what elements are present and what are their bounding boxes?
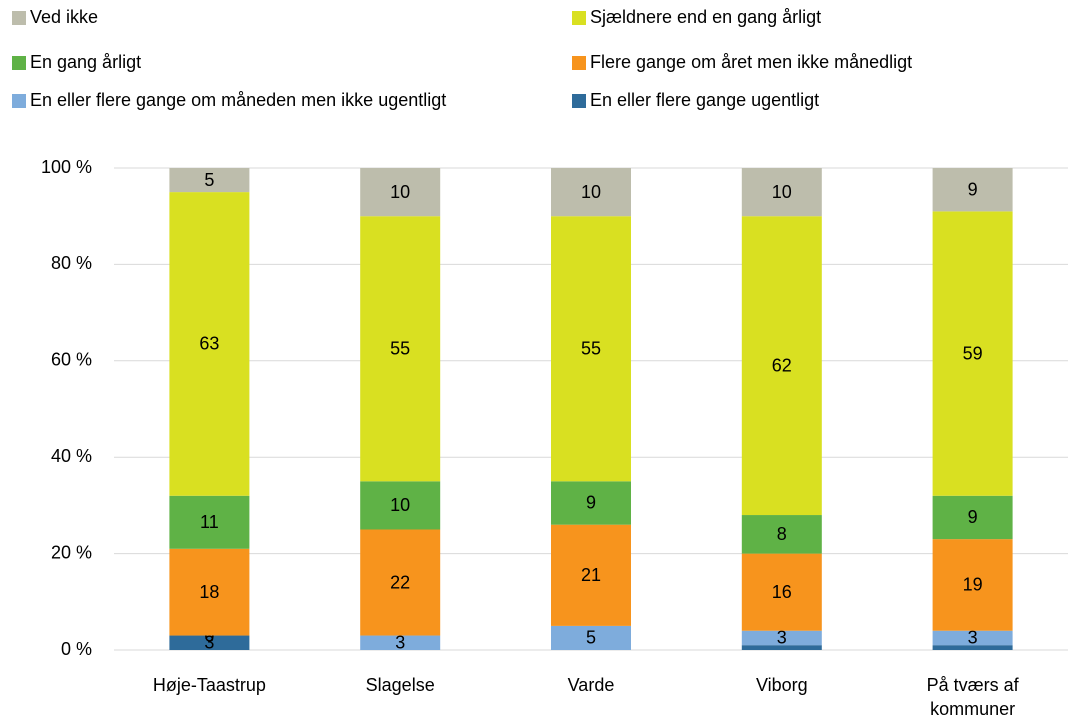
- data-label: 55: [390, 339, 410, 359]
- bar-segment: [741, 168, 822, 217]
- bar-segment: [169, 495, 250, 549]
- bar-segment: [360, 216, 441, 482]
- x-tick-label: Høje-Taastrup: [152, 675, 266, 695]
- bar-segment: [551, 524, 631, 626]
- y-tick-label: 40 %: [51, 446, 92, 466]
- legend-swatch: [572, 94, 586, 108]
- bar-segment: [932, 645, 1013, 650]
- bar-segment: [932, 168, 1013, 212]
- bar-segment: [169, 548, 250, 636]
- bar-segment: [741, 630, 822, 646]
- y-tick-label: 20 %: [51, 542, 92, 562]
- bar-segment: [741, 216, 822, 516]
- bar-segment: [551, 481, 631, 525]
- y-tick-label: 0 %: [61, 639, 92, 659]
- legend-label: En eller flere gange om måneden men ikke…: [30, 90, 446, 110]
- y-tick-label: 60 %: [51, 350, 92, 370]
- bar-segment: [932, 495, 1013, 540]
- data-label: 22: [390, 572, 410, 592]
- bar-segment: [932, 630, 1013, 646]
- x-tick-label: Varde: [567, 675, 615, 695]
- bar-segment: [741, 645, 822, 650]
- data-label: 3: [204, 633, 214, 653]
- legend-swatch: [572, 56, 586, 70]
- x-tick-label: Viborg: [755, 675, 808, 695]
- legend-label: En eller flere gange ugentligt: [590, 90, 819, 110]
- bar-segment: [169, 168, 250, 193]
- bar-segment: [932, 539, 1013, 631]
- legend-label: Sjældnere end en gang årligt: [590, 7, 821, 27]
- data-label: 19: [963, 575, 983, 595]
- legend-label: En gang årligt: [30, 52, 141, 72]
- x-tick-label: På tværs af kommuner: [926, 675, 1019, 719]
- bar-segment: [551, 625, 631, 650]
- bar-segment: [169, 192, 250, 496]
- data-label: 21: [581, 565, 601, 585]
- data-label: 10: [390, 182, 410, 202]
- data-label: 10: [581, 182, 601, 202]
- legend-label: Ved ikke: [30, 7, 98, 27]
- x-tick-label: Slagelse: [365, 675, 435, 695]
- bar-segment: [169, 635, 250, 650]
- data-label: 9: [968, 507, 978, 527]
- data-label: 59: [963, 343, 983, 363]
- data-label: 11: [200, 512, 219, 532]
- data-label: 3: [777, 628, 787, 648]
- legend-swatch: [572, 11, 586, 25]
- bar-segment: [551, 216, 631, 482]
- data-label: 8: [777, 524, 787, 544]
- bar-segment: [741, 515, 822, 554]
- legend-swatch: [12, 94, 26, 108]
- data-label: 63: [199, 334, 219, 354]
- y-tick-label: 100 %: [41, 157, 92, 177]
- data-label: 10: [390, 495, 410, 515]
- data-label: 3: [395, 633, 405, 653]
- data-label: 10: [772, 182, 792, 202]
- data-label: 9: [968, 179, 978, 199]
- bar-segment: [360, 481, 441, 530]
- data-label: 9: [586, 493, 596, 513]
- bar-segment: [360, 168, 441, 217]
- bar-segment: [932, 211, 1013, 496]
- bar-segment: [360, 529, 441, 636]
- data-label: 16: [772, 582, 792, 602]
- data-label: 62: [772, 355, 792, 375]
- y-tick-label: 80 %: [51, 253, 92, 273]
- legend-label: Flere gange om året men ikke månedligt: [590, 52, 912, 72]
- legend-swatch: [12, 56, 26, 70]
- data-label: 3: [968, 628, 978, 648]
- bar-segment: [741, 553, 822, 631]
- data-label: 55: [581, 339, 601, 359]
- bar-segment: [360, 635, 441, 650]
- legend-swatch: [12, 11, 26, 25]
- bar-segment: [551, 168, 631, 217]
- data-label: 5: [586, 628, 596, 648]
- data-label: 5: [204, 170, 214, 190]
- data-label: 18: [199, 582, 219, 602]
